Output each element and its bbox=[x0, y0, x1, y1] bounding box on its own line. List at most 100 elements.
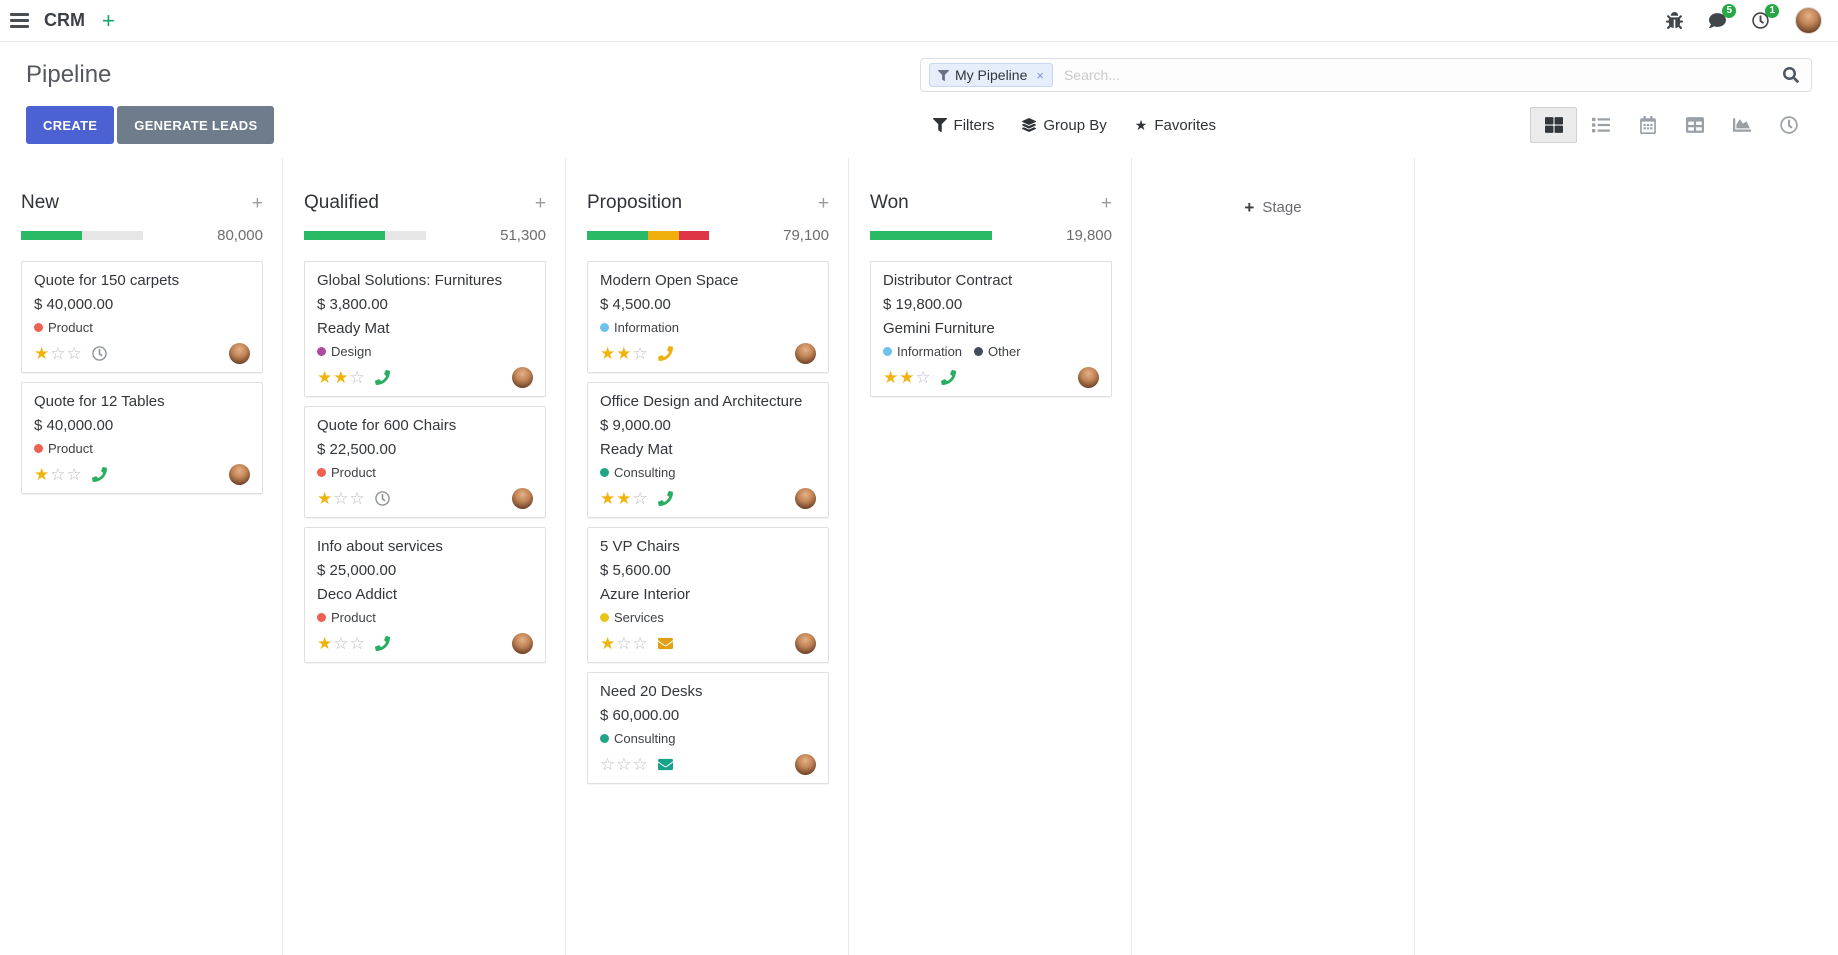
salesperson-avatar[interactable] bbox=[512, 633, 533, 654]
graph-view-button[interactable] bbox=[1718, 107, 1765, 143]
star-icon[interactable]: ★ bbox=[600, 634, 616, 653]
search-bar[interactable]: My Pipeline × bbox=[920, 58, 1812, 92]
progress-segment[interactable] bbox=[870, 231, 992, 240]
star-icon[interactable]: ☆ bbox=[600, 755, 616, 774]
app-name[interactable]: CRM bbox=[44, 10, 85, 30]
column-quick-add-button[interactable]: + bbox=[1100, 192, 1112, 214]
star-icon[interactable]: ★ bbox=[600, 489, 616, 508]
column-quick-add-button[interactable]: + bbox=[251, 192, 263, 214]
kanban-card[interactable]: Need 20 Desks $ 60,000.00 Consulting ☆ ☆… bbox=[587, 672, 829, 784]
progress-segment[interactable] bbox=[82, 231, 143, 240]
star-icon[interactable]: ☆ bbox=[632, 634, 648, 653]
star-icon[interactable]: ☆ bbox=[349, 368, 365, 387]
calendar-view-button[interactable] bbox=[1624, 107, 1671, 143]
kanban-card[interactable]: Office Design and Architecture $ 9,000.0… bbox=[587, 382, 829, 518]
search-facet[interactable]: My Pipeline × bbox=[929, 63, 1053, 87]
star-icon[interactable]: ☆ bbox=[66, 465, 82, 484]
progress-segment[interactable] bbox=[678, 231, 709, 240]
pivot-view-button[interactable] bbox=[1671, 107, 1718, 143]
activities-button[interactable]: 1 bbox=[1752, 4, 1779, 29]
activity-clock-icon[interactable] bbox=[91, 346, 107, 361]
star-icon[interactable]: ☆ bbox=[616, 755, 632, 774]
star-icon[interactable]: ☆ bbox=[632, 344, 648, 363]
kanban-card[interactable]: Quote for 600 Chairs $ 22,500.00 Product… bbox=[304, 406, 546, 518]
generate-leads-button[interactable]: GENERATE LEADS bbox=[117, 106, 275, 144]
user-menu-button[interactable] bbox=[1795, 7, 1822, 34]
facet-remove-icon[interactable]: × bbox=[1036, 67, 1044, 83]
star-icon[interactable]: ☆ bbox=[333, 634, 349, 653]
kanban-card[interactable]: Quote for 12 Tables $ 40,000.00 Product … bbox=[21, 382, 263, 494]
star-icon[interactable]: ★ bbox=[317, 368, 333, 387]
star-icon[interactable]: ★ bbox=[317, 634, 333, 653]
column-quick-add-button[interactable]: + bbox=[817, 192, 829, 214]
star-icon[interactable]: ★ bbox=[616, 489, 632, 508]
list-view-button[interactable] bbox=[1577, 107, 1624, 143]
salesperson-avatar[interactable] bbox=[512, 367, 533, 388]
column-progressbar[interactable] bbox=[587, 231, 709, 240]
kanban-card[interactable]: Quote for 150 carpets $ 40,000.00 Produc… bbox=[21, 261, 263, 373]
kanban-card[interactable]: Distributor Contract $ 19,800.00 Gemini … bbox=[870, 261, 1112, 397]
salesperson-avatar[interactable] bbox=[1078, 367, 1099, 388]
apps-menu-button[interactable] bbox=[10, 13, 29, 28]
salesperson-avatar[interactable] bbox=[795, 343, 816, 364]
progress-segment[interactable] bbox=[385, 231, 426, 240]
kanban-card[interactable]: Info about services $ 25,000.00 Deco Add… bbox=[304, 527, 546, 663]
salesperson-avatar[interactable] bbox=[512, 488, 533, 509]
messages-button[interactable]: 5 bbox=[1709, 4, 1736, 29]
star-icon[interactable]: ☆ bbox=[50, 465, 66, 484]
debug-bug-button[interactable] bbox=[1666, 12, 1683, 29]
star-icon[interactable]: ★ bbox=[616, 344, 632, 363]
kanban-card[interactable]: Modern Open Space $ 4,500.00 Information… bbox=[587, 261, 829, 373]
kanban-card[interactable]: Global Solutions: Furnitures $ 3,800.00 … bbox=[304, 261, 546, 397]
salesperson-avatar[interactable] bbox=[229, 343, 250, 364]
column-progressbar[interactable] bbox=[870, 231, 992, 240]
search-input[interactable] bbox=[1061, 66, 1774, 84]
kanban-view-button[interactable] bbox=[1530, 107, 1577, 143]
star-icon[interactable]: ★ bbox=[34, 465, 50, 484]
create-button[interactable]: CREATE bbox=[26, 106, 115, 144]
filters-button[interactable]: Filters bbox=[927, 111, 1001, 140]
activity-mail-icon[interactable] bbox=[657, 757, 673, 772]
activity-phone-icon[interactable] bbox=[374, 370, 390, 385]
activity-view-button[interactable] bbox=[1765, 107, 1812, 143]
star-icon[interactable]: ☆ bbox=[50, 344, 66, 363]
star-icon[interactable]: ★ bbox=[317, 489, 333, 508]
activity-phone-icon[interactable] bbox=[657, 491, 673, 506]
star-icon[interactable]: ★ bbox=[333, 368, 349, 387]
star-icon[interactable]: ★ bbox=[34, 344, 50, 363]
activity-phone-icon[interactable] bbox=[91, 467, 107, 482]
activity-clock-icon[interactable] bbox=[374, 491, 390, 506]
search-icon[interactable] bbox=[1783, 67, 1799, 83]
activity-phone-icon[interactable] bbox=[374, 636, 390, 651]
column-quick-add-button[interactable]: + bbox=[534, 192, 546, 214]
star-icon[interactable]: ★ bbox=[883, 368, 899, 387]
salesperson-avatar[interactable] bbox=[795, 754, 816, 775]
add-stage-button[interactable]: + Stage bbox=[1238, 198, 1307, 217]
progress-segment[interactable] bbox=[304, 231, 386, 240]
progress-segment[interactable] bbox=[648, 231, 679, 240]
star-icon[interactable]: ☆ bbox=[66, 344, 82, 363]
star-icon[interactable]: ★ bbox=[600, 344, 616, 363]
salesperson-avatar[interactable] bbox=[795, 488, 816, 509]
quick-create-plus-icon[interactable]: + bbox=[102, 7, 115, 33]
star-icon[interactable]: ☆ bbox=[349, 634, 365, 653]
progress-segment[interactable] bbox=[587, 231, 648, 240]
kanban-card[interactable]: 5 VP Chairs $ 5,600.00 Azure Interior Se… bbox=[587, 527, 829, 663]
star-icon[interactable]: ☆ bbox=[333, 489, 349, 508]
progress-segment[interactable] bbox=[21, 231, 82, 240]
star-icon[interactable]: ☆ bbox=[616, 634, 632, 653]
salesperson-avatar[interactable] bbox=[229, 464, 250, 485]
star-icon[interactable]: ☆ bbox=[632, 489, 648, 508]
activity-phone-icon[interactable] bbox=[940, 370, 956, 385]
column-progressbar[interactable] bbox=[21, 231, 143, 240]
group-by-button[interactable]: Group By bbox=[1016, 111, 1112, 140]
star-icon[interactable]: ☆ bbox=[632, 755, 648, 774]
activity-phone-icon[interactable] bbox=[657, 346, 673, 361]
star-icon[interactable]: ★ bbox=[899, 368, 915, 387]
salesperson-avatar[interactable] bbox=[795, 633, 816, 654]
star-icon[interactable]: ☆ bbox=[915, 368, 931, 387]
favorites-button[interactable]: ★ Favorites bbox=[1129, 111, 1222, 140]
activity-mail-icon[interactable] bbox=[657, 636, 673, 651]
star-icon[interactable]: ☆ bbox=[349, 489, 365, 508]
column-progressbar[interactable] bbox=[304, 231, 426, 240]
